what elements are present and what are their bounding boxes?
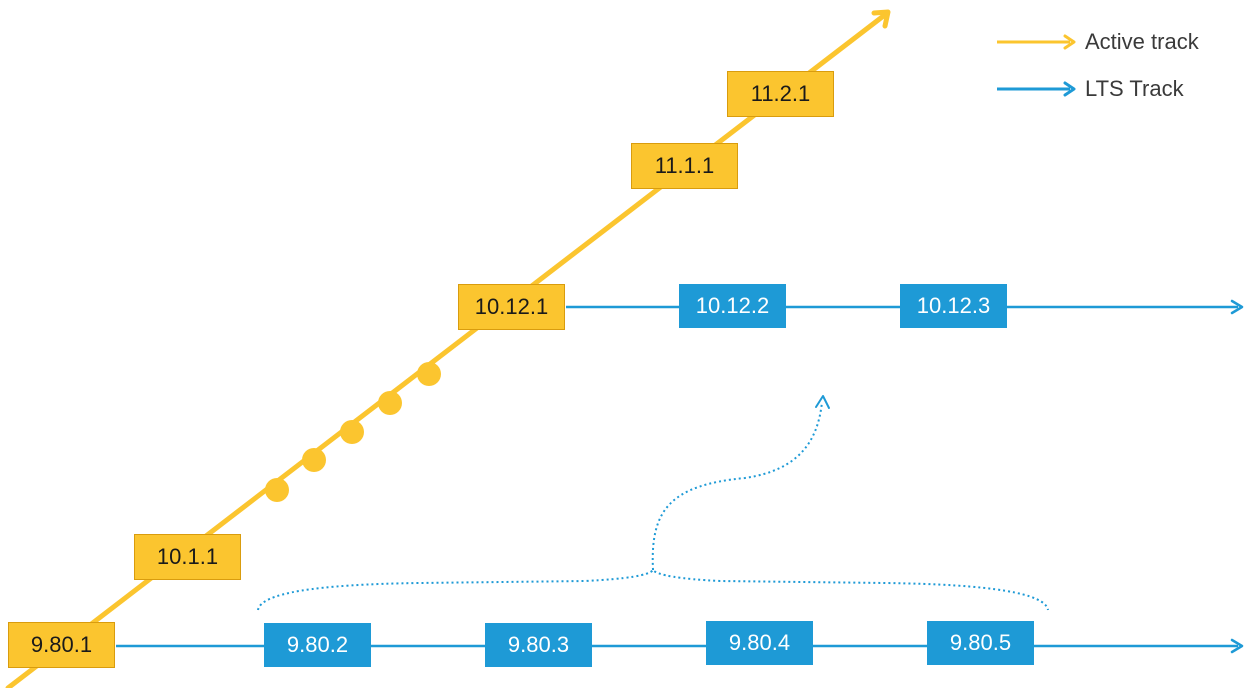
lts-upgrade-arrowhead bbox=[815, 395, 830, 409]
legend-lts-label: LTS Track bbox=[1085, 76, 1184, 101]
lts-version-9-80-3: 9.80.3 bbox=[485, 623, 592, 667]
legend-active-arrowhead bbox=[1063, 34, 1076, 50]
ellipsis-dot bbox=[378, 391, 402, 415]
lts-brace bbox=[257, 568, 1049, 611]
ellipsis-dot bbox=[340, 420, 364, 444]
ellipsis-dot bbox=[417, 362, 441, 386]
lts-version-9-80-2: 9.80.2 bbox=[264, 623, 371, 667]
lts-track-2-arrowhead bbox=[1230, 299, 1244, 315]
active-version-10-12-1: 10.12.1 bbox=[458, 284, 565, 330]
lts-upgrade-curve bbox=[651, 401, 823, 571]
ellipsis-dot bbox=[302, 448, 326, 472]
active-version-11-2-1: 11.2.1 bbox=[727, 71, 834, 117]
ellipsis-dot bbox=[265, 478, 289, 502]
lts-version-10-12-3: 10.12.3 bbox=[900, 284, 1007, 328]
active-version-9-80-1: 9.80.1 bbox=[8, 622, 115, 668]
lts-track-1-arrowhead bbox=[1230, 638, 1244, 654]
active-version-11-1-1: 11.1.1 bbox=[631, 143, 738, 189]
legend-active-label: Active track bbox=[1085, 29, 1199, 54]
lts-version-9-80-5: 9.80.5 bbox=[927, 621, 1034, 665]
lts-version-10-12-2: 10.12.2 bbox=[679, 284, 786, 328]
lts-version-9-80-4: 9.80.4 bbox=[706, 621, 813, 665]
active-track-arrowhead bbox=[871, 9, 891, 29]
active-version-10-1-1: 10.1.1 bbox=[134, 534, 241, 580]
legend-lts-arrowhead bbox=[1063, 81, 1076, 97]
